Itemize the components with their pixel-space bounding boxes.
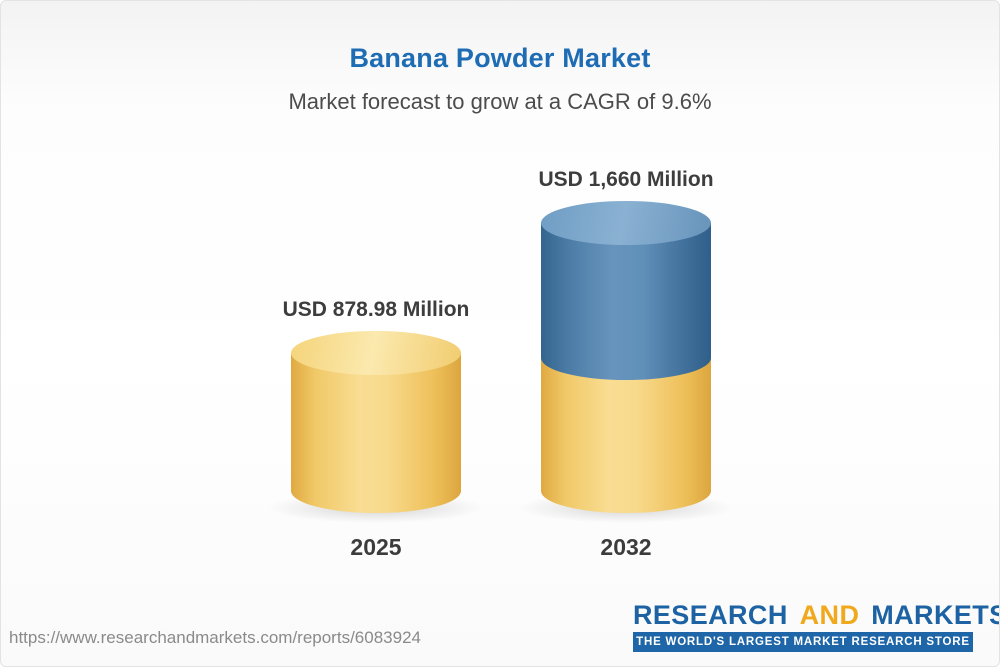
bar-cylinder-2025: [291, 331, 461, 513]
logo-word-research: RESEARCH: [633, 599, 788, 630]
logo-word-and: AND: [799, 599, 860, 630]
research-and-markets-logo: RESEARCH AND MARKETS THE WORLD'S LARGEST…: [633, 599, 999, 652]
logo-word-markets: MARKETS: [871, 599, 1000, 630]
bar-cylinder-2032: [541, 201, 711, 513]
cylinder-body-yellow: [291, 353, 461, 513]
page-subtitle: Market forecast to grow at a CAGR of 9.6…: [288, 89, 712, 114]
logo-wordmark: RESEARCH AND MARKETS: [633, 599, 999, 630]
report-url: https://www.researchandmarkets.com/repor…: [9, 628, 421, 647]
cylinder-cap-yellow: [291, 331, 461, 375]
cylinder-segment-yellow: [541, 358, 711, 513]
bar-value-label-2032: USD 1,660 Million: [538, 168, 714, 191]
bar-value-label-2025: USD 878.98 Million: [282, 298, 470, 321]
page-title: Banana Powder Market: [349, 43, 651, 73]
logo-tagline: THE WORLD'S LARGEST MARKET RESEARCH STOR…: [633, 632, 973, 652]
axis-label-2025: 2025: [350, 534, 402, 560]
cylinder-cap-blue: [541, 201, 711, 245]
cylinder-segment-blue: [541, 223, 711, 380]
axis-label-2032: 2032: [600, 534, 652, 560]
